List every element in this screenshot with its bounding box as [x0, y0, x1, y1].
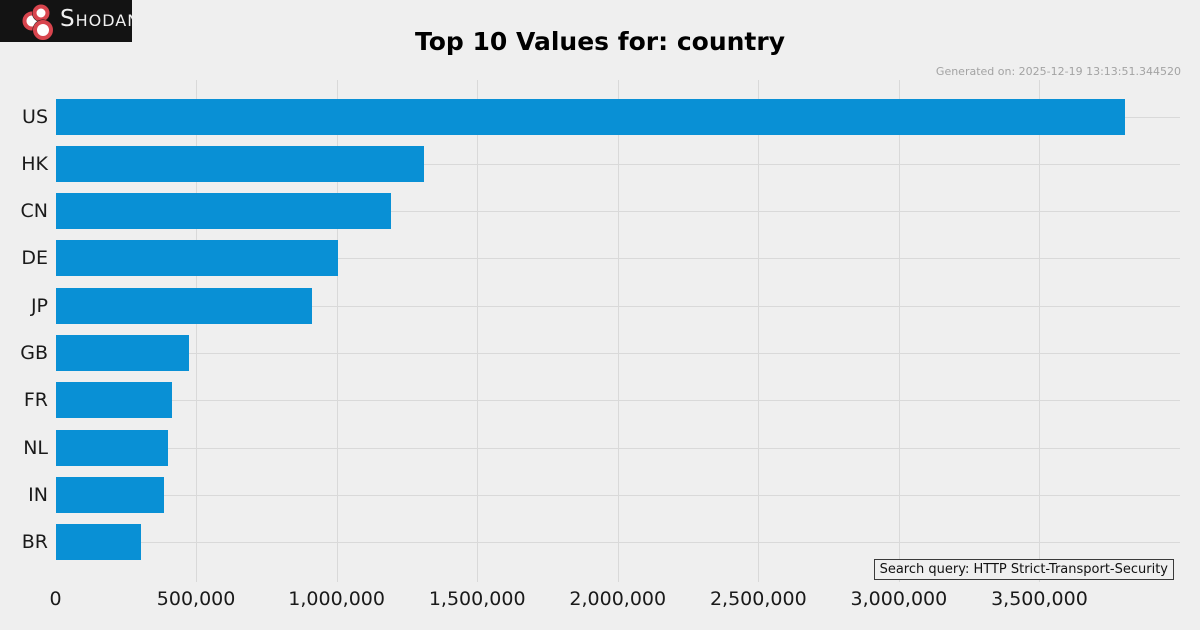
bar-CN: [55, 193, 392, 230]
x-axis-tick-label: 500,000: [156, 588, 236, 610]
y-axis-label-FR: FR: [23, 389, 48, 412]
x-axis-tick-label: 0: [49, 588, 62, 610]
x-axis-tick-label: 3,500,000: [991, 588, 1088, 610]
gridline-horizontal: [55, 494, 1180, 496]
gridline-horizontal: [55, 353, 1180, 354]
bar-IN: [55, 476, 164, 513]
x-axis-tick-label: 2,000,000: [569, 588, 667, 610]
generated-timestamp: Generated on: 2025-12-19 13:13:51.344520: [935, 65, 1181, 78]
x-axis-tick-label: 1,000,000: [288, 588, 385, 610]
gridline-vertical: [196, 80, 198, 582]
bar-HK: [55, 145, 425, 182]
gridline-horizontal: [55, 211, 1180, 213]
y-axis-label-NL: NL: [23, 436, 48, 459]
gridline-vertical: [898, 80, 900, 582]
bar-BR: [55, 524, 141, 561]
shodan-logo[interactable]: Shodan: [0, 0, 139, 42]
gridline-horizontal: [55, 400, 1180, 402]
search-query-label: Search query: HTTP Strict-Transport-Secu…: [873, 559, 1174, 580]
x-axis-tick-label: 2,500,000: [709, 588, 807, 610]
shodan-logo-icon: [0, 1, 55, 41]
gridline-vertical: [336, 80, 338, 582]
shodan-logo-text: Shodan: [60, 5, 141, 32]
gridline-horizontal: [55, 305, 1180, 307]
bar-NL: [55, 429, 168, 466]
x-axis-tick-label: 3,000,000: [850, 588, 948, 610]
bar-GB: [55, 335, 190, 371]
bar-FR: [55, 382, 173, 419]
gridline-horizontal: [55, 258, 1180, 260]
y-axis-label-JP: JP: [30, 294, 48, 317]
bar-DE: [55, 240, 339, 277]
bar-US: [55, 98, 1126, 135]
gridline-vertical: [617, 80, 619, 582]
gridline-horizontal: [55, 163, 1180, 165]
x-axis-tick-label: 1,500,000: [428, 588, 526, 610]
y-axis-label-GB: GB: [20, 342, 48, 364]
y-axis-label-IN: IN: [28, 483, 48, 506]
gridline-vertical: [758, 80, 760, 582]
y-axis-label-HK: HK: [21, 152, 48, 175]
y-axis-label-DE: DE: [21, 247, 48, 270]
y-axis-label-US: US: [22, 105, 48, 128]
gridline-vertical: [1039, 80, 1041, 582]
y-axis-label-CN: CN: [20, 200, 48, 223]
gridline-vertical: [477, 80, 479, 582]
gridline-horizontal: [55, 542, 1180, 544]
bar-JP: [55, 287, 313, 324]
gridline-horizontal: [55, 447, 1180, 449]
y-axis-label-BR: BR: [21, 531, 48, 554]
chart-title: Top 10 Values for: country: [414, 27, 785, 56]
